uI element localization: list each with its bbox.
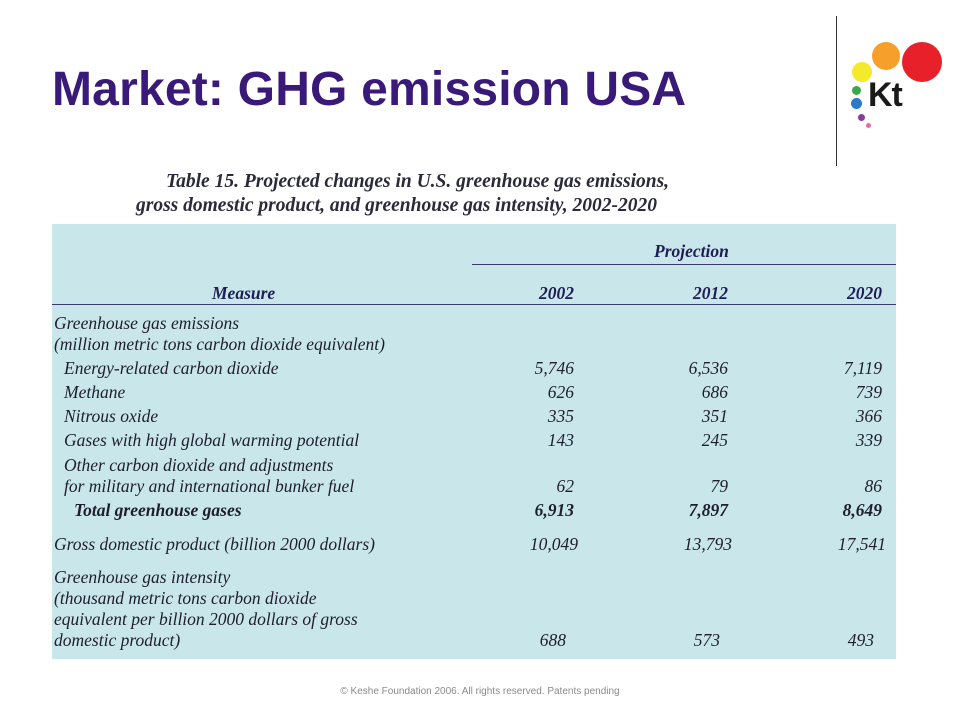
row-label-intensity-1: Greenhouse gas intensity	[54, 567, 231, 587]
cell-2020: 366	[855, 406, 882, 426]
cell-2012: 13,793	[683, 534, 732, 554]
cell-2012: 245	[701, 430, 728, 450]
cell-2020: 493	[847, 630, 874, 650]
row-label-other-2: for military and international bunker fu…	[64, 476, 355, 496]
header-rule-top	[472, 264, 896, 265]
row-label-intensity-4: domestic product)	[54, 630, 181, 650]
caption-line-1: Table 15. Projected changes in U.S. gree…	[166, 171, 670, 192]
cell-2002: 10,049	[529, 534, 578, 554]
logo-dot-orange	[872, 42, 900, 70]
kt-logo: Kt	[846, 34, 950, 134]
header-year-2012: 2012	[693, 283, 728, 303]
slide-title: Market: GHG emission USA	[52, 63, 687, 116]
cell-2020: 739	[855, 382, 882, 402]
row-label: Nitrous oxide	[64, 406, 159, 426]
emissions-table: Projection Measure 2002 2012 2020 Greenh…	[52, 224, 896, 659]
cell-2002: 5,746	[534, 358, 574, 378]
cell-2020: 8,649	[842, 500, 882, 520]
row-label: Energy-related carbon dioxide	[64, 358, 279, 378]
row-label-intensity-3: equivalent per billion 2000 dollars of g…	[54, 609, 358, 629]
cell-2002: 6,913	[534, 500, 574, 520]
logo-dot-green	[852, 86, 861, 95]
cell-2002: 62	[556, 476, 575, 496]
row-label: Methane	[64, 382, 126, 402]
logo-dot-purple	[858, 114, 865, 121]
cell-2020: 17,541	[837, 534, 886, 554]
cell-2012: 6,536	[688, 358, 728, 378]
cell-2012: 351	[701, 406, 728, 426]
row-label-intensity-2: (thousand metric tons carbon dioxide	[54, 588, 317, 608]
cell-2020: 7,119	[843, 358, 882, 378]
logo-dot-blue	[851, 98, 862, 109]
header-year-2020: 2020	[847, 283, 882, 303]
row-label-total: Total greenhouse gases	[74, 500, 242, 520]
section-ghg-label-2: (million metric tons carbon dioxide equi…	[54, 334, 385, 354]
row-label-other-1: Other carbon dioxide and adjustments	[64, 455, 334, 475]
cell-2002: 626	[547, 382, 574, 402]
logo-dot-red	[902, 42, 942, 82]
row-label: Gases with high global warming potential	[64, 430, 360, 450]
logo-dot-pink	[866, 123, 871, 128]
cell-2012: 7,897	[688, 500, 728, 520]
cell-2012: 79	[710, 476, 729, 496]
cell-2002: 688	[539, 630, 566, 650]
caption-line-2: gross domestic product, and greenhouse g…	[136, 195, 657, 216]
cell-2020: 86	[864, 476, 883, 496]
header-rule-bottom	[52, 304, 896, 305]
cell-2012: 573	[693, 630, 720, 650]
header-projection: Projection	[654, 241, 729, 261]
header-year-2002: 2002	[539, 283, 574, 303]
vertical-divider	[836, 16, 837, 166]
table-caption: Table 15. Projected changes in U.S. gree…	[136, 170, 876, 218]
footer-copyright: © Keshe Foundation 2006. All rights rese…	[340, 686, 620, 697]
logo-text: Kt	[868, 76, 903, 114]
row-label-gdp: Gross domestic product (billion 2000 dol…	[54, 534, 375, 554]
section-ghg-label-1: Greenhouse gas emissions	[54, 313, 240, 333]
cell-2012: 686	[701, 382, 728, 402]
cell-2002: 143	[547, 430, 574, 450]
cell-2020: 339	[855, 430, 882, 450]
header-measure: Measure	[212, 283, 276, 303]
cell-2002: 335	[547, 406, 574, 426]
logo-dot-yellow	[852, 62, 872, 82]
